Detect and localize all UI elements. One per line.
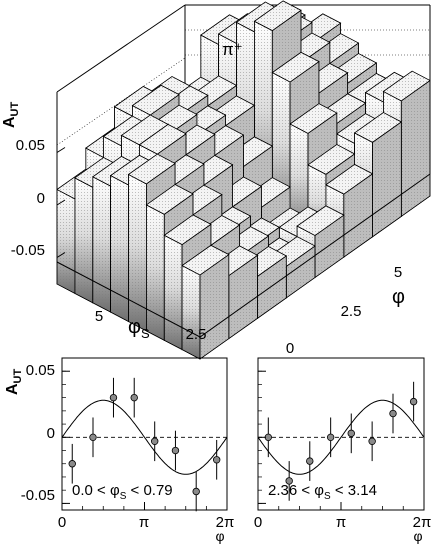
lego-bar-front-texture (56, 188, 76, 294)
lego-bar-top-texture (163, 214, 212, 246)
lego-bar-top-texture (127, 153, 176, 185)
data-point (150, 437, 159, 445)
panel-left-points (68, 377, 221, 512)
panel-right-range-end: < 3.14 (331, 482, 377, 499)
lego-z-tick (56, 199, 66, 206)
panel-right-points (264, 381, 418, 501)
panel-left-range-main: 0.0 < φ (72, 482, 120, 499)
lego-bar-top-texture (353, 112, 402, 143)
panel-left-y-axis-title: AUT (4, 368, 24, 395)
panel-right-x-tick-label: 2π (413, 514, 432, 531)
panel-left-x-axis-title: φ (215, 528, 224, 544)
panel-left-y-tick-label: -0.05 (21, 487, 55, 504)
lego-plot: 0.05 0 -0.05 5 2.5 5 2.5 0 AUT π⁺ φS φ (1, 0, 431, 360)
panel-left: 0.05 0 -0.05 0 π 2π φ AUT 0.0 < φS < 0.7… (4, 357, 235, 544)
data-point (171, 446, 180, 455)
panel-right-x-tick-label: 0 (254, 514, 262, 531)
lego-x-tick-label: 2.5 (186, 326, 207, 343)
lego-z-tick-label: -0.05 (11, 242, 45, 259)
lego-x-axis-sub: S (141, 326, 150, 341)
data-point (89, 433, 97, 442)
data-point (109, 393, 118, 402)
panel-right-range-label: 2.36 < φS < 3.14 (268, 482, 377, 502)
panel-right-range-sub: S (324, 491, 331, 502)
lego-bar-top-texture (181, 244, 230, 276)
lego-bar-front-texture (163, 234, 183, 351)
panel-left-range-end: < 0.79 (126, 482, 172, 499)
lego-bar-top-texture (296, 205, 345, 236)
panel-right-range-main: 2.36 < φ (268, 482, 324, 499)
panel-left-range-sub: S (120, 491, 127, 502)
lego-bar-top-texture (138, 123, 187, 155)
data-point (212, 456, 221, 464)
lego-z-tick-label: 0 (37, 190, 45, 207)
data-point (130, 393, 138, 402)
lego-x-axis-title: φS (128, 316, 150, 341)
lego-bar-front-texture (146, 204, 165, 341)
panel-left-y-tick-label: 0.05 (26, 362, 55, 379)
lego-bar-top-texture (289, 103, 338, 134)
lego-x-axis-main: φ (128, 316, 141, 338)
data-point (347, 429, 355, 438)
lego-bar-top-texture (145, 184, 194, 215)
lego-bar-front-texture (74, 177, 94, 304)
lego-bar-top-texture (131, 84, 180, 116)
lego-y-tick-label: 2.5 (341, 303, 362, 320)
lego-top-edge-left (56, 4, 186, 93)
lego-bars (56, 0, 431, 360)
panel-left-x-tick-label: 2π (216, 514, 235, 531)
lego-z-axis-title: AUT (1, 101, 21, 128)
lego-y-axis-title: φ (392, 286, 405, 308)
panel-left-range-label: 0.0 < φS < 0.79 (72, 482, 173, 502)
lego-bar-top-texture (307, 144, 356, 175)
panel-left-x-tick-label: 0 (58, 514, 66, 531)
panel-right-fit-curve (257, 399, 425, 475)
lego-bar-front-texture (92, 176, 111, 313)
panel-left-y-axis-sub: UT (12, 368, 24, 383)
panel-left-ticks (61, 370, 228, 510)
panel-right-ticks (257, 370, 425, 510)
data-point (306, 457, 314, 465)
data-point (409, 397, 418, 406)
lego-tick-labels: 0.05 0 -0.05 5 2.5 5 2.5 0 (11, 137, 402, 357)
svg-text:AUT: AUT (1, 101, 21, 128)
panel-right-x-tick-label: π (336, 514, 346, 531)
lego-floor-outline (56, 173, 431, 338)
lego-particle-label: π⁺ (222, 40, 243, 59)
lego-bar-top-texture (253, 0, 302, 32)
panel-left-y-axis-main: A (4, 383, 21, 395)
lego-bar-front-texture (110, 175, 129, 323)
panel-left-fit-curve (61, 399, 228, 475)
lego-z-axis-sub: UT (9, 101, 21, 116)
panel-right-x-axis-title: φ (413, 528, 422, 544)
panel-left-y-tick-label: 0 (47, 425, 55, 442)
svg-text:AUT: AUT (4, 368, 24, 395)
panel-right: 0 π 2π φ 2.36 < φS < 3.14 (254, 357, 432, 544)
lego-bar-top-texture (325, 163, 374, 195)
lego-z-tick (56, 252, 66, 258)
lego-z-axis-main: A (1, 116, 18, 128)
data-point (192, 487, 200, 496)
data-point (285, 477, 293, 485)
data-point (68, 460, 76, 468)
lego-bar-top-texture (382, 70, 431, 102)
lego-bar-top-texture (271, 51, 320, 83)
lego-z-tick-label: 0.05 (16, 137, 45, 154)
lego-z-tick (56, 147, 66, 153)
lego-y-tick-label: 5 (394, 264, 402, 281)
data-point (389, 409, 397, 418)
lego-bar-front-texture (181, 265, 201, 360)
lego-y-tick-label: 0 (286, 340, 294, 357)
panel-left-x-tick-label: π (139, 514, 149, 531)
data-point (368, 437, 376, 445)
data-point (326, 433, 335, 442)
lego-x-tick-label: 5 (95, 308, 103, 325)
lego-bar-side-texture (400, 79, 431, 218)
